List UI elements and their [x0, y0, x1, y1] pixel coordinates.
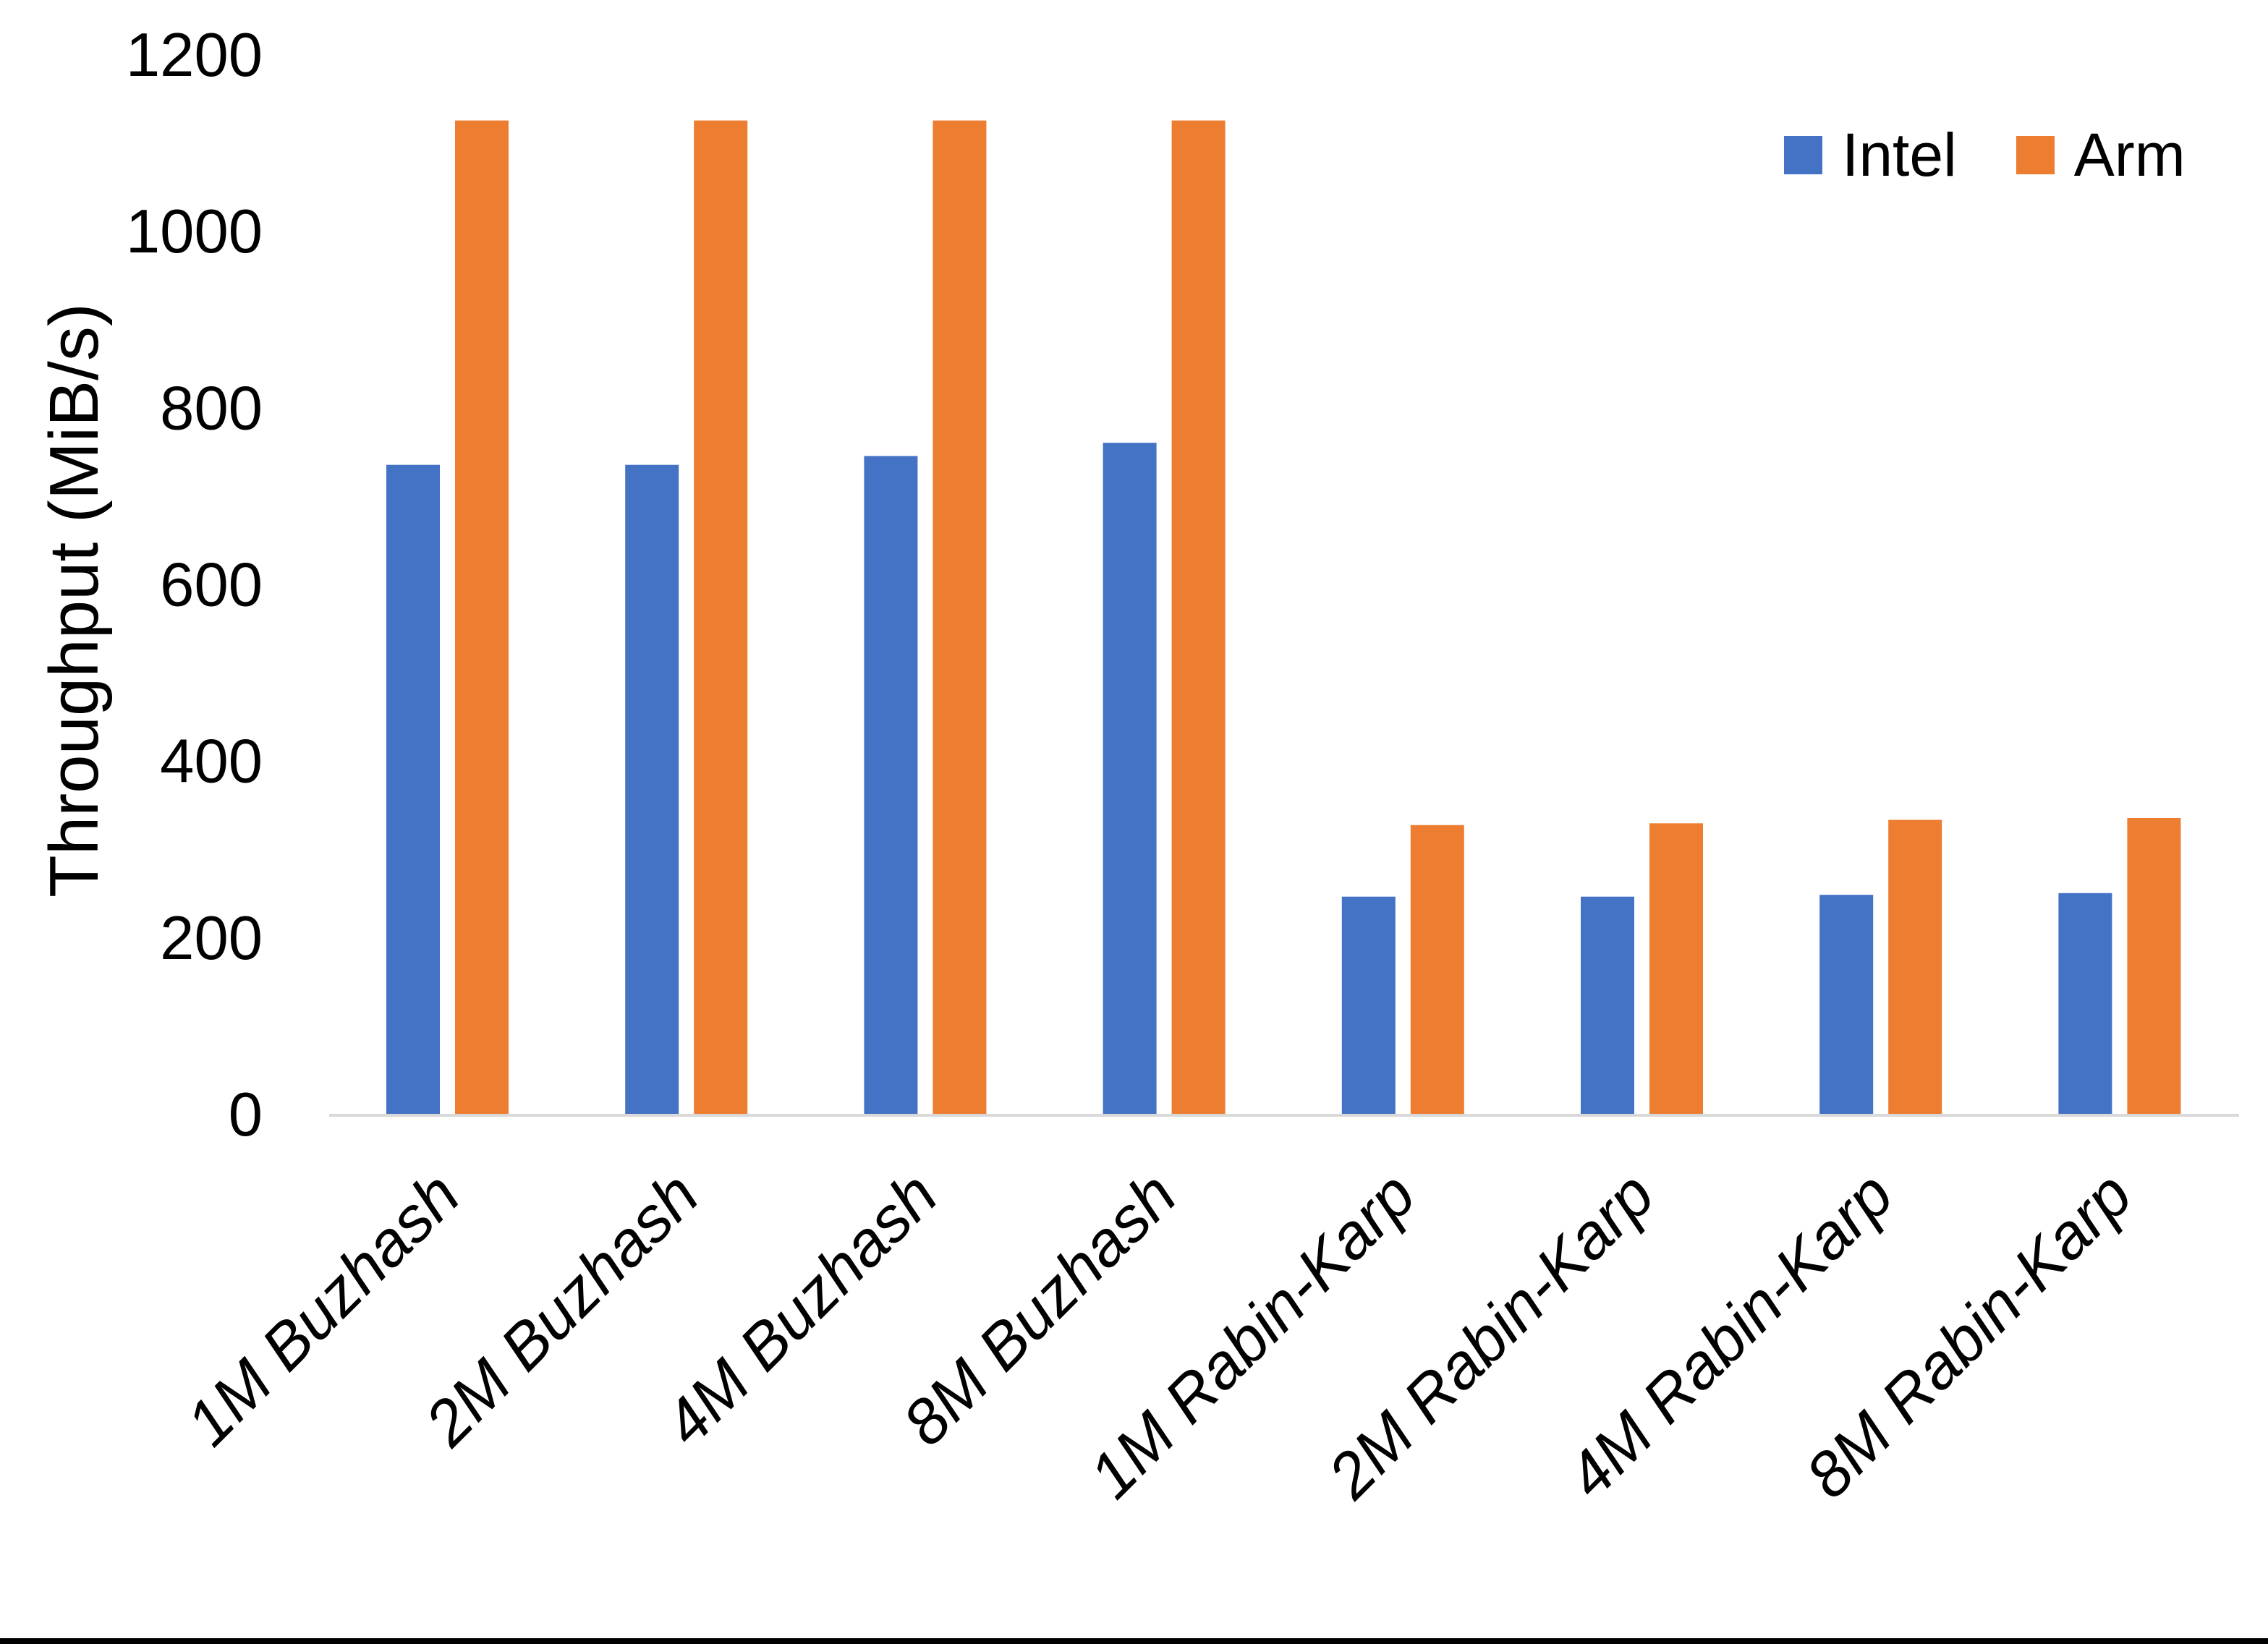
bar-arm-4m-rabin-karp: [1888, 819, 1942, 1114]
legend-label-intel: Intel: [1842, 121, 1957, 189]
bar-intel-4m-buzhash: [864, 456, 918, 1114]
y-tick-label: 1200: [126, 21, 263, 90]
bar-intel-2m-buzhash: [625, 464, 679, 1114]
bar-arm-2m-buzhash: [694, 120, 748, 1115]
legend: Intel Arm: [1784, 124, 2186, 185]
bar-intel-1m-buzhash: [386, 464, 440, 1114]
y-axis-ticks: 0 200 400 600 800 1000 1200: [126, 21, 263, 1149]
bottom-border: [0, 1638, 2268, 1644]
y-axis-title: Throughput (MiB/s): [35, 303, 113, 898]
bar-arm-1m-buzhash: [455, 120, 509, 1115]
bar-arm-1m-rabin-karp: [1410, 825, 1464, 1114]
y-tick-label: 1000: [126, 197, 263, 266]
bar-arm-2m-rabin-karp: [1649, 823, 1703, 1114]
legend-label-arm: Arm: [2073, 121, 2186, 189]
y-tick-label: 800: [160, 374, 263, 443]
bar-intel-2m-rabin-karp: [1581, 896, 1634, 1114]
bar-intel-8m-rabin-karp: [2058, 893, 2112, 1114]
y-tick-label: 0: [229, 1081, 263, 1149]
bar-arm-8m-buzhash: [1171, 120, 1226, 1115]
bar-intel-4m-rabin-karp: [1819, 895, 1874, 1114]
y-tick-label: 400: [160, 728, 263, 796]
bar-arm-8m-rabin-karp: [2127, 818, 2181, 1114]
legend-swatch-arm-icon: [2016, 135, 2055, 174]
bar-intel-1m-rabin-karp: [1341, 896, 1396, 1114]
bars: [329, 120, 2239, 1117]
legend-swatch-intel-icon: [1784, 135, 1822, 174]
legend-item-arm: Arm: [2016, 124, 2186, 185]
y-tick-label: 200: [160, 904, 263, 973]
y-tick-label: 600: [160, 551, 263, 620]
legend-item-intel: Intel: [1784, 124, 1957, 185]
bar-intel-8m-buzhash: [1103, 443, 1157, 1114]
bar-arm-4m-buzhash: [933, 120, 987, 1115]
